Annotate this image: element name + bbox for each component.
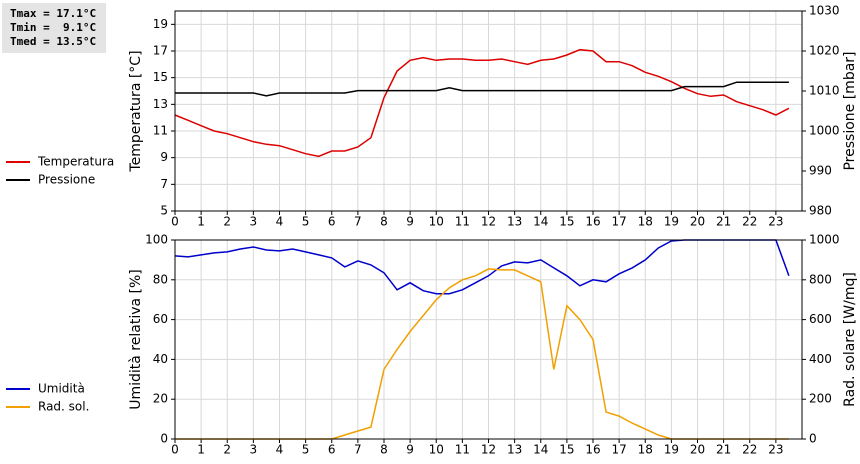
- y-axis-label: Umidità relativa [%]: [128, 269, 144, 410]
- legend-label: Rad. sol.: [38, 400, 89, 414]
- x-tick-label: 13: [507, 443, 522, 457]
- x-tick-label: 10: [429, 215, 444, 229]
- x-tick-label: 22: [742, 443, 757, 457]
- x-tick-label: 22: [742, 215, 757, 229]
- x-tick-label: 18: [638, 215, 653, 229]
- x-tick-label: 1: [197, 443, 205, 457]
- stats-line: Tmin = 9.1°C: [10, 21, 96, 34]
- x-tick-label: 11: [455, 443, 470, 457]
- x-tick-label: 14: [533, 443, 548, 457]
- x-tick-label: 20: [690, 215, 705, 229]
- legend-label: Pressione: [38, 173, 95, 187]
- x-tick-label: 11: [455, 215, 470, 229]
- y-axis-label: Temperatura [°C]: [128, 50, 144, 172]
- x-tick-label: 9: [406, 443, 414, 457]
- x-tick-label: 7: [354, 443, 362, 457]
- plot-frame: [174, 239, 803, 440]
- x-tick-label: 2: [223, 443, 231, 457]
- y2-tick-label: 1020: [809, 44, 840, 58]
- y-tick-label: 0: [160, 432, 168, 446]
- data-line: [175, 81, 789, 97]
- stats-line: Tmax = 17.1°C: [10, 7, 96, 20]
- x-tick-label: 15: [559, 215, 574, 229]
- x-tick-label: 16: [585, 215, 600, 229]
- x-tick-label: 0: [171, 215, 179, 229]
- legend-label: Temperatura: [37, 155, 114, 169]
- plot-frame: [174, 10, 803, 212]
- y2-tick-label: 800: [809, 272, 832, 286]
- x-tick-label: 9: [406, 215, 414, 229]
- y2-tick-label: 0: [809, 432, 817, 446]
- y-tick-label: 80: [153, 272, 168, 286]
- x-tick-label: 16: [585, 443, 600, 457]
- y-tick-label: 19: [153, 17, 168, 31]
- x-tick-label: 8: [380, 215, 388, 229]
- x-tick-label: 2: [223, 215, 231, 229]
- x-tick-label: 23: [768, 443, 783, 457]
- y2-tick-label: 980: [809, 204, 832, 218]
- x-tick-label: 6: [328, 215, 336, 229]
- y-tick-label: 20: [153, 392, 168, 406]
- y-tick-label: 13: [153, 97, 168, 111]
- x-tick-label: 20: [690, 443, 705, 457]
- x-tick-label: 21: [716, 215, 731, 229]
- y2-tick-label: 200: [809, 392, 832, 406]
- y2-tick-label: 1000: [809, 233, 840, 247]
- y2-tick-label: 1000: [809, 124, 840, 138]
- y-tick-label: 7: [160, 177, 168, 191]
- y-tick-label: 11: [153, 124, 168, 138]
- x-tick-label: 12: [481, 215, 496, 229]
- y2-tick-label: 1030: [809, 4, 840, 18]
- y-tick-label: 40: [153, 352, 168, 366]
- y-tick-label: 9: [160, 150, 168, 164]
- x-tick-label: 19: [664, 215, 679, 229]
- x-tick-label: 7: [354, 215, 362, 229]
- data-line: [174, 48, 790, 158]
- x-tick-label: 3: [250, 443, 258, 457]
- x-tick-label: 12: [481, 443, 496, 457]
- x-tick-label: 0: [171, 443, 179, 457]
- y2-axis-label: Pressione [mbar]: [842, 51, 858, 170]
- y-tick-label: 60: [153, 312, 168, 326]
- x-tick-label: 14: [533, 215, 548, 229]
- y2-tick-label: 1010: [809, 84, 840, 98]
- legend-label: Umidità: [38, 382, 85, 396]
- y2-axis-label: Rad. solare [W/mq]: [842, 272, 858, 407]
- x-tick-label: 23: [768, 215, 783, 229]
- x-tick-label: 5: [302, 443, 310, 457]
- y-tick-label: 15: [153, 70, 168, 84]
- x-tick-label: 6: [328, 443, 336, 457]
- y2-tick-label: 400: [809, 352, 832, 366]
- stats-box: [2, 3, 106, 53]
- x-tick-label: 5: [302, 215, 310, 229]
- x-tick-label: 21: [716, 443, 731, 457]
- x-tick-label: 19: [664, 443, 679, 457]
- y2-tick-label: 990: [809, 164, 832, 178]
- x-tick-label: 4: [276, 443, 284, 457]
- stats-line: Tmed = 13.5°C: [10, 35, 96, 48]
- x-tick-label: 1: [197, 215, 205, 229]
- y-tick-label: 17: [153, 44, 168, 58]
- y-tick-label: 5: [160, 204, 168, 218]
- x-tick-label: 15: [559, 443, 574, 457]
- x-tick-label: 4: [276, 215, 284, 229]
- x-tick-label: 8: [380, 443, 388, 457]
- y-tick-label: 100: [145, 233, 168, 247]
- x-tick-label: 13: [507, 215, 522, 229]
- x-tick-label: 17: [611, 443, 626, 457]
- x-tick-label: 10: [429, 443, 444, 457]
- x-tick-label: 3: [250, 215, 258, 229]
- x-tick-label: 17: [611, 215, 626, 229]
- y2-tick-label: 600: [809, 312, 832, 326]
- x-tick-label: 18: [638, 443, 653, 457]
